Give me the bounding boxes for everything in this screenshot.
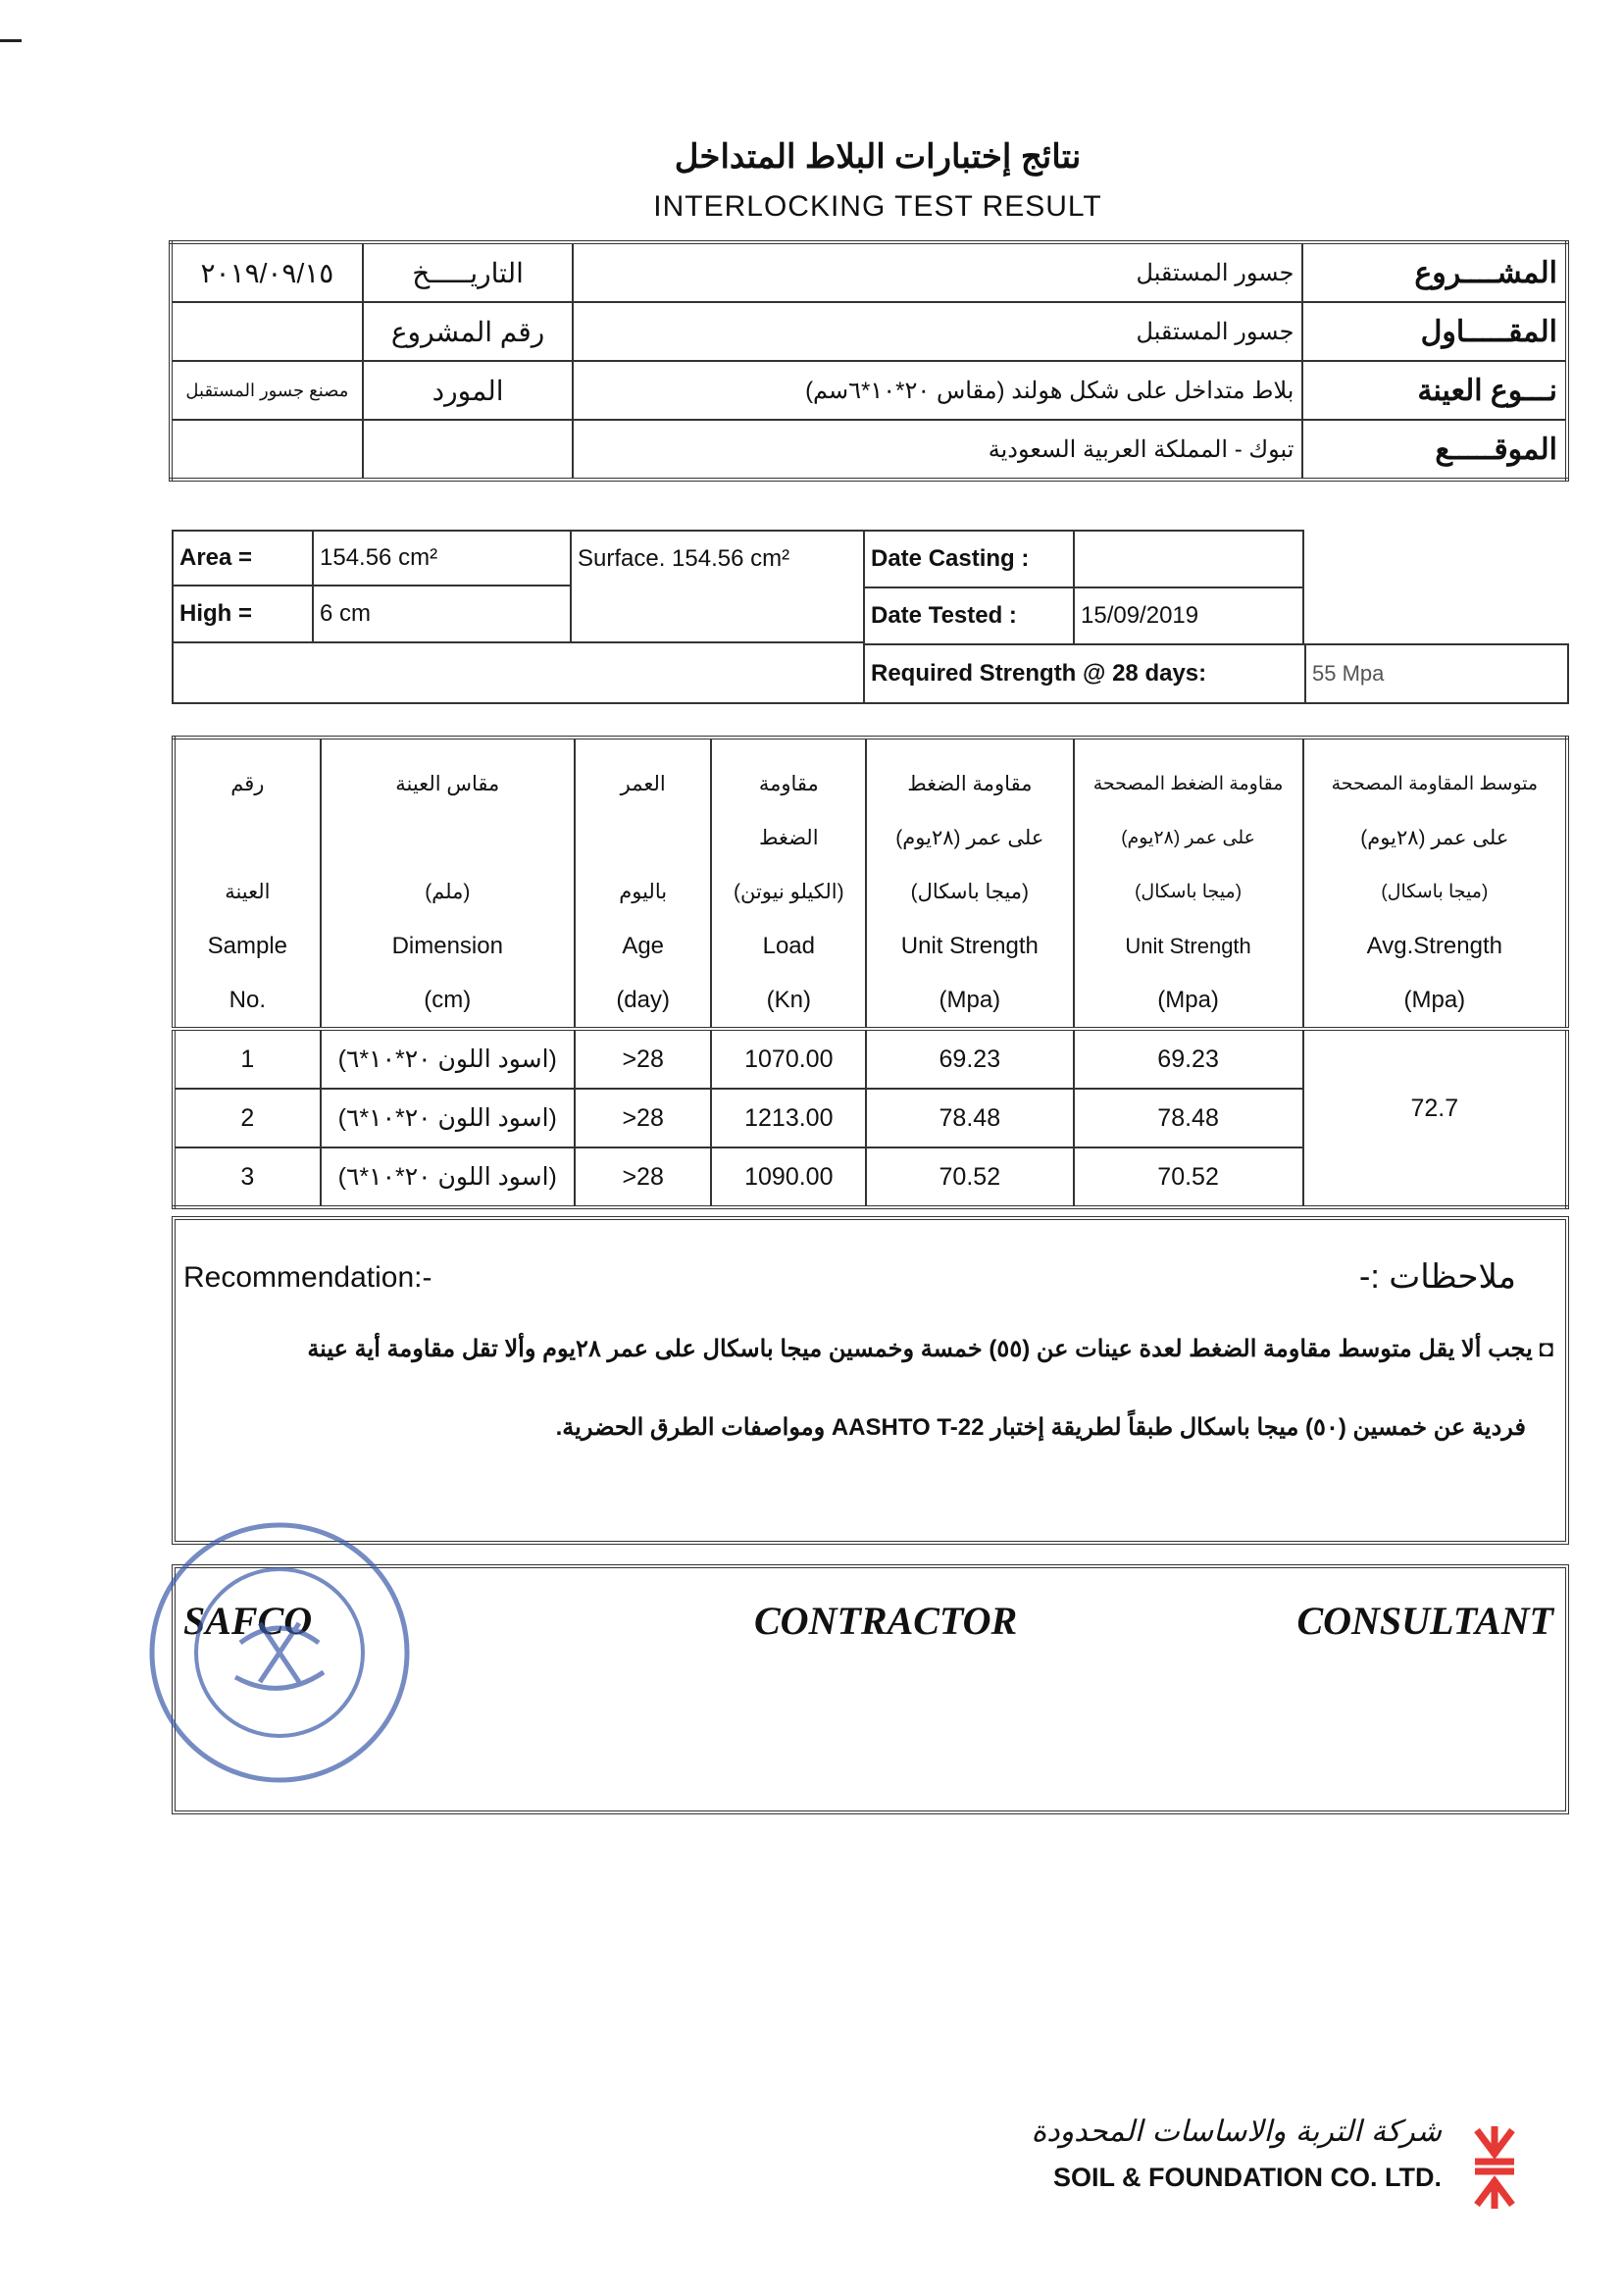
dimension: (اسود اللون ٢٠*١٠*٦) — [319, 1147, 576, 1208]
location-label: الموقـــــع — [1301, 419, 1568, 481]
date-casting-label: Date Casting : — [863, 530, 1075, 588]
unit-strength: 78.48 — [865, 1088, 1075, 1148]
date-tested-value: 15/09/2019 — [1073, 586, 1304, 645]
header-corrected-strength: مقاومة الضغط المصححة على عمر (٢٨يوم) (ميجا… — [1072, 737, 1304, 1030]
sample-type-value: بلاط متداخل على شكل هولند (مقاس ٢٠*١٠*٦س… — [572, 360, 1304, 421]
corrected-strength: 78.48 — [1072, 1088, 1304, 1148]
recommendation-line-1: ◘ يجب ألا يقل متوسط مقاومة الضغط لعدة عي… — [307, 1336, 1553, 1362]
empty-cell — [170, 419, 364, 481]
company-stamp — [149, 1522, 410, 1783]
header-sample-no: رقم العينة Sample No. — [173, 737, 322, 1030]
table-row: 1 (اسود اللون ٢٠*١٠*٦) >28 1070.00 69.23… — [173, 1028, 1569, 1208]
sample-no: 3 — [173, 1147, 322, 1208]
empty-cell — [172, 641, 865, 704]
load: 1090.00 — [710, 1147, 868, 1208]
signature-box: SAFCO CONTRACTOR CONSULTANT — [172, 1564, 1569, 1814]
date-label: التاريـــــخ — [361, 241, 575, 303]
corrected-strength: 69.23 — [1072, 1028, 1304, 1090]
project-info-table: ٢٠١٩/٠٩/١٥ التاريـــــخ جسور المستقبل ال… — [169, 240, 1569, 482]
scan-edge-mark — [0, 39, 22, 42]
contractor-value: جسور المستقبل — [572, 301, 1304, 362]
sample-type-label: نـــوع العينة — [1301, 360, 1568, 421]
project-value: جسور المستقبل — [572, 241, 1304, 303]
recommendation-box: Recommendation:- ملاحظات :- ◘ يجب ألا يق… — [172, 1216, 1569, 1545]
supplier-label: المورد — [361, 360, 575, 421]
footer-company-english: SOIL & FOUNDATION CO. LTD. — [1053, 2163, 1442, 2192]
supplier-value: مصنع جسور المستقبل — [170, 360, 364, 421]
contractor-signature: CONTRACTOR — [754, 1599, 1018, 1643]
average-strength: 72.7 — [1301, 1028, 1569, 1208]
results-table: رقم العينة Sample No. مقاس العينة (ملم) Dimen… — [172, 736, 1569, 1209]
age: >28 — [573, 1147, 713, 1208]
date-value: ٢٠١٩/٠٩/١٥ — [170, 241, 364, 303]
results-header-row: رقم العينة Sample No. مقاس العينة (ملم) Dimen… — [173, 737, 1569, 1030]
header-avg-strength: متوسط المقاومة المصححة على عمر (٢٨يوم) (مي… — [1301, 737, 1569, 1030]
unit-strength: 69.23 — [865, 1028, 1075, 1090]
notes-label-arabic: ملاحظات :- — [1359, 1258, 1516, 1296]
location-value: تبوك - المملكة العربية السعودية — [572, 419, 1304, 481]
title-arabic: نتائج إختبارات البلاط المتداخل — [674, 138, 1082, 176]
sample-no: 2 — [173, 1088, 322, 1148]
title-block: نتائج إختبارات البلاط المتداخل INTERLOCK… — [98, 132, 1624, 227]
recommendation-label: Recommendation:- — [183, 1261, 432, 1294]
consultant-signature: CONSULTANT — [1296, 1599, 1553, 1643]
header-unit-strength: مقاومة الضغط على عمر (٢٨يوم) (ميجا باسكال)… — [865, 737, 1075, 1030]
footer-company: شركة التربة والاساسات المحدودة SOIL & FO… — [981, 2109, 1442, 2195]
dimension: (اسود اللون ٢٠*١٠*٦) — [319, 1088, 576, 1148]
header-dimension: مقاس العينة (ملم) Dimension (cm) — [319, 737, 576, 1030]
required-strength-value: 55 Mpa — [1304, 643, 1569, 704]
contractor-label: المقـــــاول — [1301, 301, 1568, 362]
area-label: Area = — [172, 530, 314, 586]
header-load: مقاومة الضغط (الكيلو نيوتن) Load (Kn) — [710, 737, 868, 1030]
high-label: High = — [172, 585, 314, 643]
company-logo-icon — [1474, 2126, 1515, 2209]
recommendation-text: ◘ يجب ألا يقل متوسط مقاومة الضغط لعدة عي… — [187, 1330, 1553, 1448]
project-no-label: رقم المشروع — [361, 301, 575, 362]
title-english: INTERLOCKING TEST RESULT — [653, 190, 1102, 223]
sample-no: 1 — [173, 1028, 322, 1090]
surface: Surface. 154.56 cm² — [570, 530, 865, 643]
table-row: 2 (اسود اللون ٢٠*١٠*٦) >28 1213.00 78.48… — [173, 1088, 1567, 1148]
corrected-strength: 70.52 — [1072, 1147, 1304, 1208]
age: >28 — [573, 1088, 713, 1148]
project-no-value — [170, 301, 364, 362]
table-row: 3 (اسود اللون ٢٠*١٠*٦) >28 1090.00 70.52… — [173, 1147, 1567, 1208]
required-strength-label: Required Strength @ 28 days: — [863, 643, 1306, 704]
high-value: 6 cm — [312, 585, 572, 643]
bullet-square-icon: ◘ — [1532, 1336, 1553, 1362]
dimension: (اسود اللون ٢٠*١٠*٦) — [319, 1028, 576, 1090]
date-casting-value — [1073, 530, 1304, 588]
area-value: 154.56 cm² — [312, 530, 572, 586]
recommendation-line-2: فردية عن خمسين (٥٠) ميجا باسكال طبقاً لط… — [555, 1414, 1526, 1441]
footer-company-arabic: شركة التربة والاساسات المحدودة — [1031, 2115, 1442, 2149]
age: >28 — [573, 1028, 713, 1090]
project-label: المشــــروع — [1301, 241, 1568, 303]
load: 1070.00 — [710, 1028, 868, 1090]
load: 1213.00 — [710, 1088, 868, 1148]
unit-strength: 70.52 — [865, 1147, 1075, 1208]
header-age: العمر باليوم Age (day) — [573, 737, 713, 1030]
empty-cell — [361, 419, 575, 481]
date-tested-label: Date Tested : — [863, 586, 1075, 645]
